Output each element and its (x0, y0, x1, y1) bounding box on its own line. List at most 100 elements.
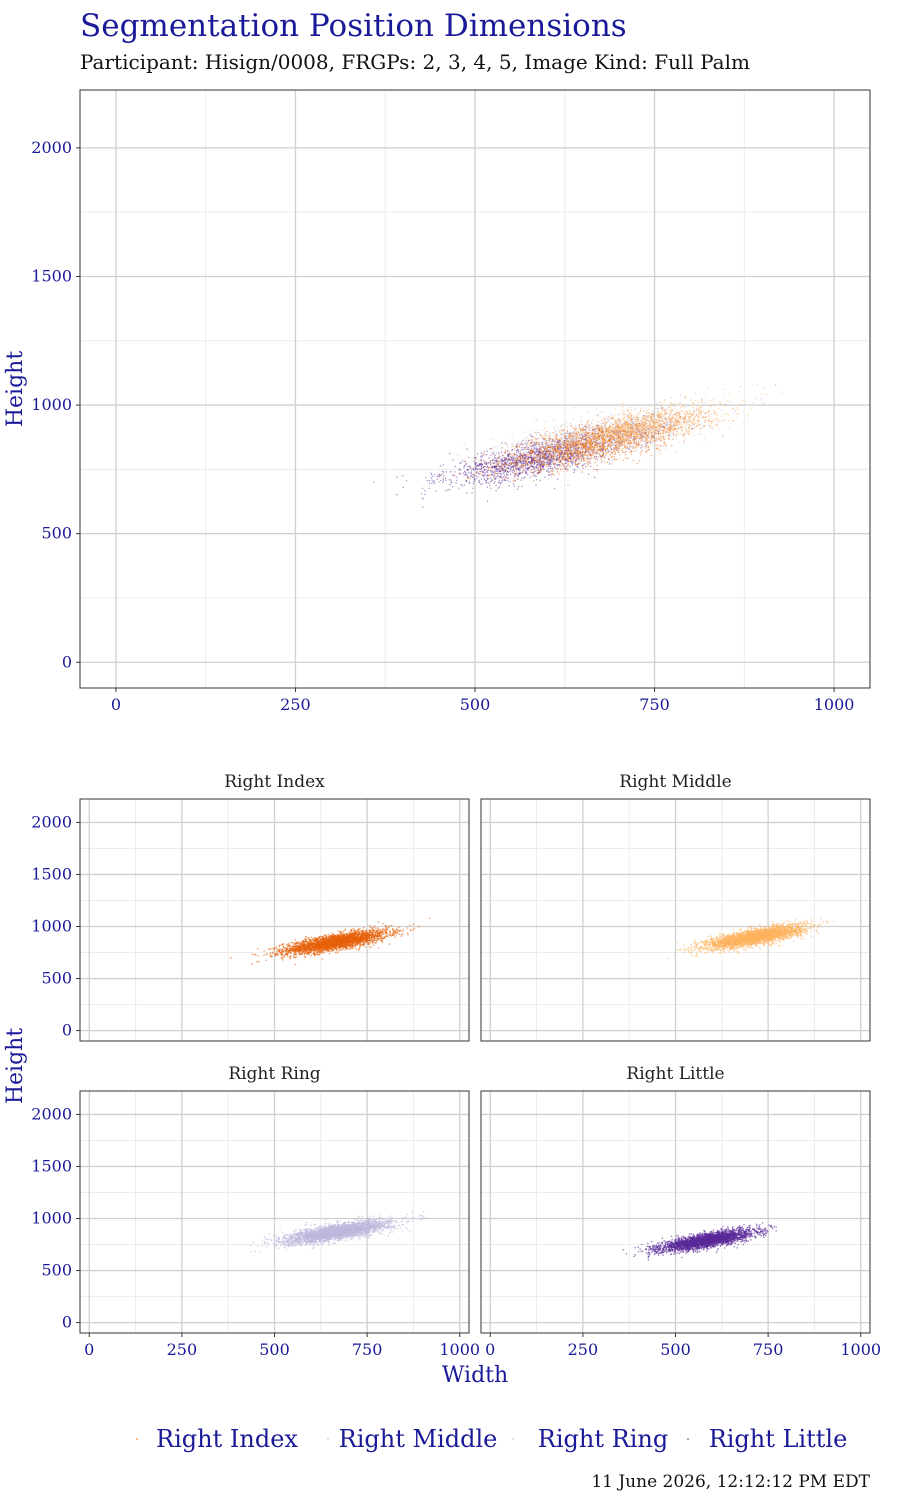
data-point (669, 413, 671, 415)
data-point (515, 457, 517, 459)
data-point (542, 457, 544, 459)
data-point (544, 468, 546, 471)
data-point (481, 474, 483, 476)
data-point (700, 433, 702, 435)
data-point (542, 440, 544, 442)
data-point (607, 416, 609, 418)
data-point (524, 451, 526, 454)
data-point (501, 480, 503, 482)
data-point (450, 470, 452, 473)
data-point (548, 435, 551, 437)
data-point (665, 445, 667, 447)
data-point (545, 457, 547, 459)
data-point (728, 426, 730, 429)
data-point (502, 460, 504, 462)
data-point (667, 416, 670, 418)
data-point (533, 480, 535, 482)
data-point (589, 429, 592, 431)
data-point (587, 473, 590, 475)
data-point (737, 413, 739, 415)
data-point (503, 457, 506, 459)
data-point (587, 449, 589, 452)
data-point (554, 443, 556, 446)
data-point (540, 447, 542, 449)
data-point (529, 466, 531, 468)
series-right-middle (472, 383, 783, 480)
data-point (562, 433, 565, 435)
data-point (641, 425, 643, 427)
data-point (669, 435, 671, 437)
data-point (630, 451, 632, 453)
data-point (560, 452, 562, 454)
data-point (505, 470, 507, 472)
data-point (618, 448, 620, 450)
data-point (573, 451, 575, 453)
data-point (580, 433, 583, 436)
series-right-ring (442, 385, 765, 480)
data-point (442, 471, 445, 473)
data-point (633, 424, 636, 426)
data-point (563, 456, 566, 458)
data-point (642, 429, 644, 431)
data-point (506, 473, 508, 476)
data-point (487, 472, 489, 474)
data-point (472, 466, 475, 469)
data-point (610, 453, 612, 455)
data-point (448, 479, 451, 481)
data-point (675, 420, 678, 423)
data-point (552, 459, 554, 461)
data-point (486, 474, 488, 476)
data-point (665, 421, 667, 424)
data-point (511, 470, 513, 472)
data-point (522, 454, 524, 456)
data-point (495, 485, 497, 487)
data-point (592, 436, 594, 438)
data-point (600, 457, 602, 459)
data-point (550, 463, 552, 465)
data-point (481, 483, 484, 485)
data-point (580, 434, 582, 437)
data-point (584, 452, 586, 454)
data-point (421, 493, 423, 495)
data-point (489, 474, 492, 476)
data-point (547, 463, 549, 466)
data-point (638, 459, 640, 462)
data-point (575, 443, 578, 445)
data-point (536, 434, 538, 436)
y-tick-label: 1500 (31, 266, 72, 285)
data-point (619, 457, 621, 459)
data-point (522, 448, 524, 451)
data-point (657, 451, 660, 454)
data-point (501, 477, 503, 479)
data-point (542, 444, 544, 447)
data-point (615, 421, 618, 423)
data-point (519, 449, 522, 452)
data-point (507, 467, 509, 469)
data-point (545, 455, 547, 457)
data-point (604, 418, 606, 420)
data-point (473, 457, 476, 459)
data-point (635, 419, 637, 421)
data-point (539, 470, 541, 472)
x-tick-label: 1000 (814, 695, 855, 714)
data-point (661, 407, 663, 410)
data-point (532, 466, 534, 468)
data-point (686, 423, 688, 425)
data-point (708, 415, 710, 417)
data-point (545, 441, 547, 443)
data-point (584, 429, 586, 431)
data-point (687, 405, 689, 407)
data-point (405, 480, 408, 482)
data-point (618, 433, 620, 436)
data-point (567, 447, 569, 449)
data-point (600, 440, 602, 442)
data-point (631, 420, 633, 423)
data-point (546, 470, 548, 472)
data-point (541, 429, 543, 431)
data-point (646, 422, 648, 425)
data-point (660, 440, 662, 442)
data-point (649, 426, 651, 429)
data-point (511, 461, 513, 463)
data-point (656, 440, 659, 442)
data-point (481, 456, 483, 459)
